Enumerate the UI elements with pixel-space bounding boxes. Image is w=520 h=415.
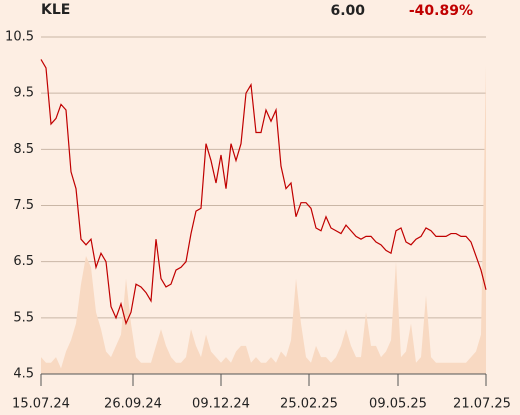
y-tick-label: 10.5 (5, 30, 34, 45)
y-tick-label: 6.5 (13, 254, 34, 269)
y-tick-label: 7.5 (13, 198, 34, 213)
y-tick-label: 4.5 (13, 367, 34, 382)
volume-area (41, 65, 486, 374)
x-tick-label: 25.02.25 (280, 397, 338, 412)
x-tick-label: 21.07.25 (453, 397, 511, 412)
x-tick-label: 09.12.24 (192, 397, 250, 412)
change: -40.89% (409, 3, 473, 19)
price: 6.00 (330, 3, 365, 19)
price-line (40, 59, 487, 326)
y-tick-label: 5.5 (13, 310, 34, 325)
y-tick-label: 8.5 (13, 142, 34, 157)
y-tick-label: 9.5 (13, 86, 34, 101)
ticker: KLE (41, 2, 70, 18)
x-tick-label: 26.09.24 (104, 397, 162, 412)
x-tick-label: 09.05.25 (369, 397, 427, 412)
x-tick-label: 15.07.24 (12, 397, 70, 412)
